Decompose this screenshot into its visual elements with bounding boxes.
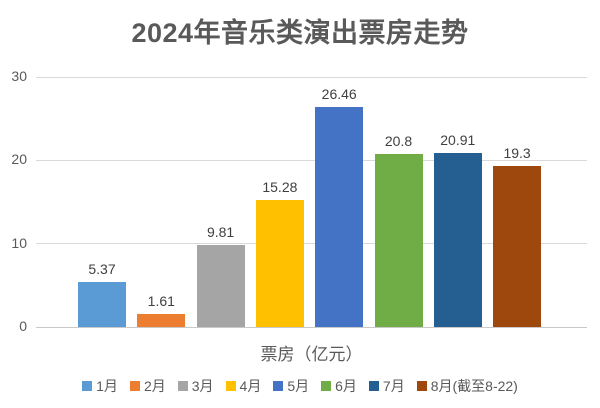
y-axis-tick-label: 30 <box>11 68 27 84</box>
legend-item-label: 6月 <box>335 378 357 394</box>
legend-item-month-2: 2月 <box>129 376 166 396</box>
legend-color-swatch <box>82 381 93 391</box>
legend-item-month-8: 8月(截至8-22) <box>416 376 518 396</box>
legend-item-label: 3月 <box>191 378 214 394</box>
legend-color-swatch <box>225 381 236 391</box>
bar-month-2 <box>137 313 186 327</box>
legend-item-month-4: 4月 <box>225 376 262 396</box>
legend: 1月 2月 3月 4月 5月 6月 7月 8月(截至8-22) <box>0 376 600 396</box>
x-axis-title: 票房（亿元） <box>260 345 363 364</box>
legend-color-swatch <box>416 381 427 391</box>
legend-item-label: 7月 <box>382 378 405 394</box>
legend-item-label: 1月 <box>96 378 118 394</box>
bar-value-label: 1.61 <box>147 292 175 309</box>
bar-month-5 <box>315 106 364 327</box>
legend-item-month-3: 3月 <box>177 376 214 396</box>
gridline-30 <box>36 76 587 78</box>
legend-color-swatch <box>273 381 284 391</box>
bar-value-label: 5.37 <box>88 261 116 278</box>
legend-item-label: 4月 <box>239 378 262 394</box>
legend-item-label: 5月 <box>287 378 310 394</box>
y-axis-tick-label: 0 <box>19 318 27 334</box>
legend-item-month-7: 7月 <box>368 376 405 396</box>
bar-month-3 <box>196 245 245 327</box>
bar-value-label: 9.81 <box>206 224 235 241</box>
legend-color-swatch <box>177 381 188 391</box>
bar-value-label: 19.3 <box>503 145 531 162</box>
gridline-10 <box>36 243 587 245</box>
bar-month-6 <box>374 153 423 327</box>
y-axis-tick-label: 10 <box>11 234 27 251</box>
bar-month-4 <box>255 199 304 327</box>
gridline-20 <box>36 159 587 161</box>
legend-item-month-6: 6月 <box>321 376 357 396</box>
legend-item-month-5: 5月 <box>273 376 309 396</box>
bar-value-label: 26.46 <box>321 85 357 102</box>
legend-item-label: 2月 <box>143 378 166 394</box>
bar-value-label: 15.28 <box>262 178 298 195</box>
legend-color-swatch <box>368 381 379 391</box>
legend-color-swatch <box>129 381 140 391</box>
chart-title: 2024年音乐类演出票房走势 <box>131 18 469 48</box>
bar-value-label: 20.91 <box>440 131 476 148</box>
gridline-0 <box>36 326 587 328</box>
legend-color-swatch <box>321 381 332 391</box>
bar-value-label: 20.8 <box>384 132 413 149</box>
plot-area: 5.37 1.61 9.81 15.28 26.46 20.8 20.91 19.3 <box>36 76 587 328</box>
legend-item-month-1: 1月 <box>82 376 118 396</box>
bar-month-7 <box>433 152 482 327</box>
y-axis-tick-label: 20 <box>11 151 27 168</box>
bar-month-8 <box>493 166 542 327</box>
legend-item-label: 8月(截至8-22) <box>430 378 518 394</box>
bar-month-1 <box>78 282 126 327</box>
